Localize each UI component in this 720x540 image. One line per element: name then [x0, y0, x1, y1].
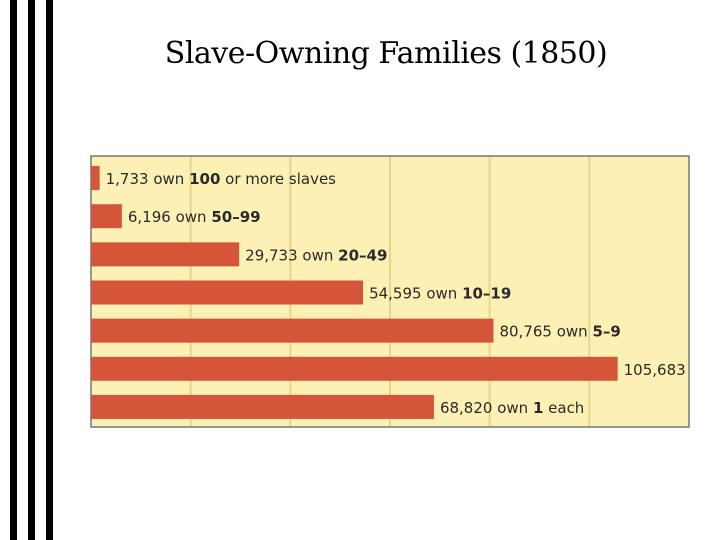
bar-chart: 1,733 own 100 or more slaves 6,196 own 50… — [89, 155, 720, 428]
bar-label-3: 54,595 own 10–19 — [369, 285, 511, 303]
bar-label-2: 29,733 own 20–49 — [245, 246, 387, 264]
bar-6 — [91, 394, 434, 419]
bar-chart-svg: 1,733 own 100 or more slaves 6,196 own 50… — [90, 155, 720, 428]
left-border-stripe-3 — [46, 0, 53, 540]
bar-2 — [91, 242, 240, 267]
page-title: Slave-Owning Families (1850) — [164, 36, 608, 71]
left-border-stripe-2 — [28, 0, 35, 540]
bar-5 — [91, 356, 618, 381]
bar-label-6: 68,820 own 1 each — [440, 399, 584, 417]
bar-1 — [91, 204, 122, 229]
bar-0 — [91, 166, 100, 191]
bar-4 — [91, 318, 494, 343]
left-border-stripe-1 — [10, 0, 17, 540]
bar-3 — [91, 280, 364, 305]
bar-label-1: 6,196 own 50–99 — [128, 208, 261, 226]
bar-label-4: 80,765 own 5–9 — [499, 323, 620, 341]
bar-label-5: 105,683 own 2–4 — [624, 361, 690, 379]
bar-label-0: 1,733 own 100 or more slaves — [106, 170, 337, 188]
